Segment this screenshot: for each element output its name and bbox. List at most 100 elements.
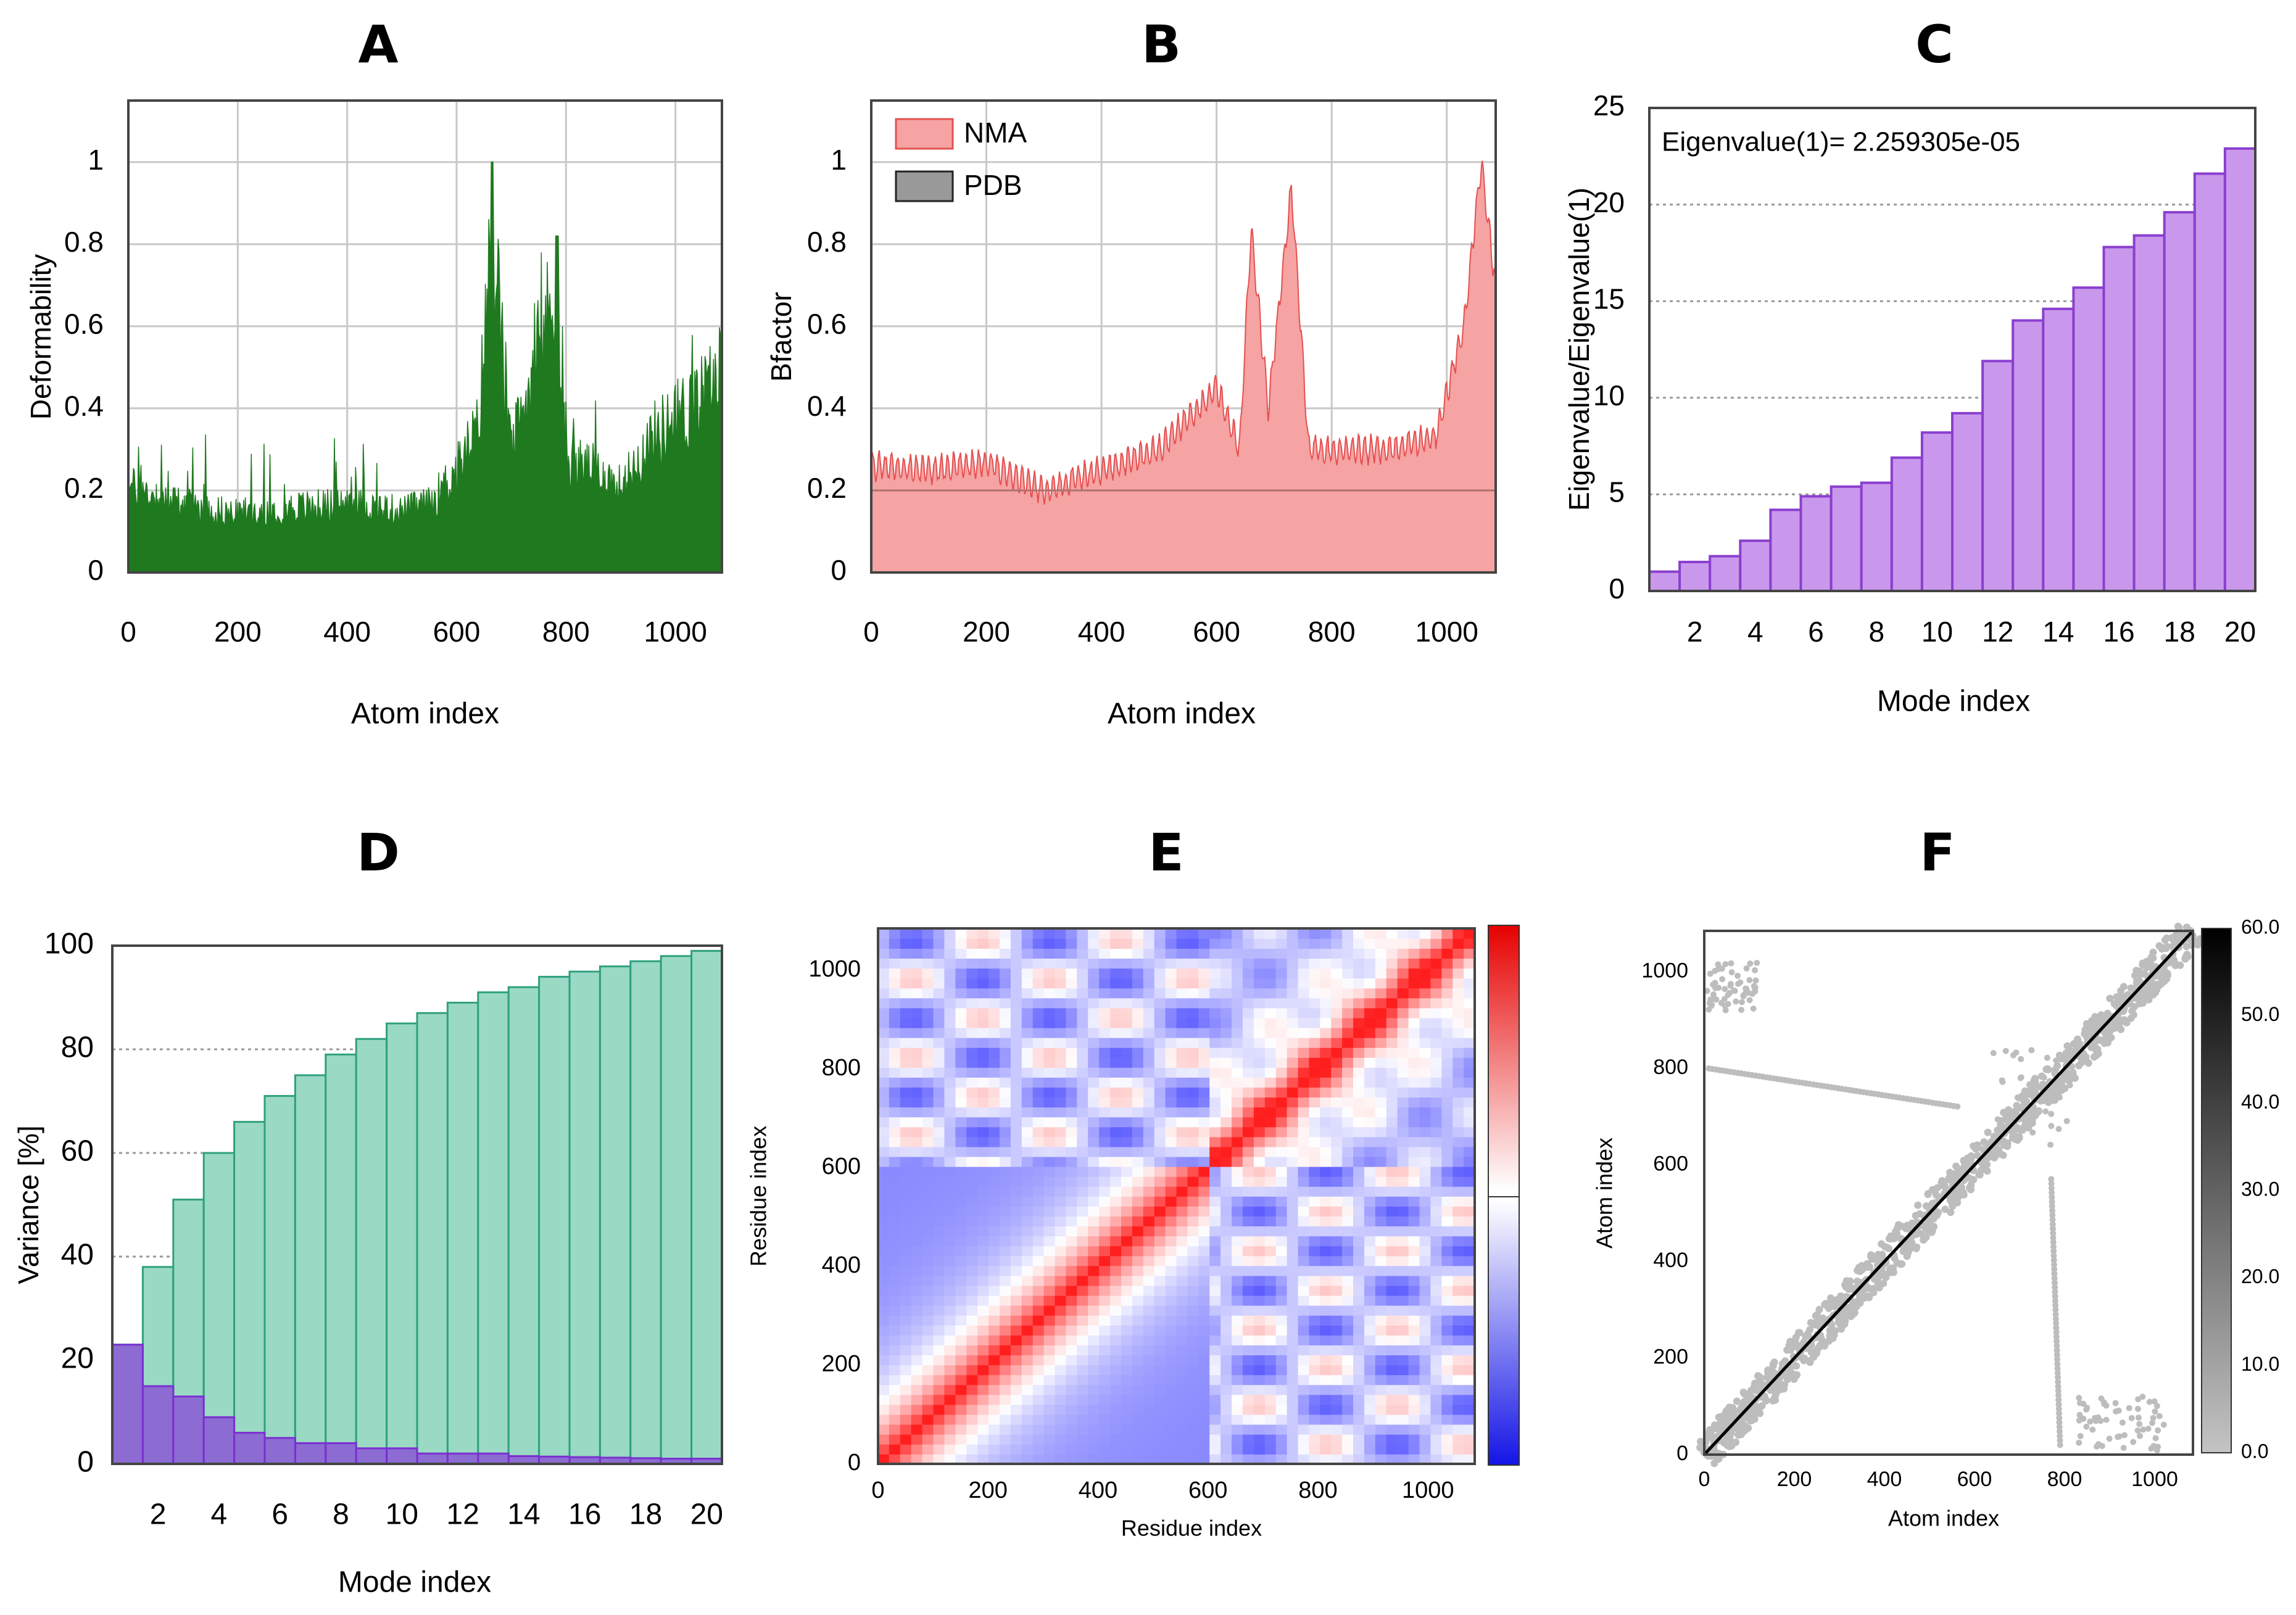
heatmap-cell xyxy=(966,1176,978,1187)
heatmap-cell xyxy=(1253,1156,1266,1167)
heatmap-cell xyxy=(1386,1097,1398,1108)
bar-individual xyxy=(386,1447,418,1465)
heatmap-cell xyxy=(1209,1007,1221,1018)
heatmap-cell xyxy=(1110,938,1122,949)
heatmap-cell xyxy=(1453,1285,1464,1296)
heatmap-cell xyxy=(1242,998,1254,1009)
contact-point xyxy=(2117,1025,2125,1033)
heatmap-cell xyxy=(911,1245,923,1257)
heatmap-cell xyxy=(966,958,978,969)
heatmap-cell xyxy=(1077,1295,1088,1306)
heatmap-cell xyxy=(1110,1226,1122,1237)
heatmap-cell xyxy=(1121,1027,1133,1038)
heatmap-cell xyxy=(1441,1414,1453,1425)
heatmap-cell xyxy=(1253,988,1266,999)
heatmap-cell xyxy=(1419,1077,1432,1088)
heatmap-cell xyxy=(1043,1325,1056,1336)
contact-point xyxy=(2153,1403,2160,1410)
heatmap-cell xyxy=(944,1067,956,1078)
heatmap-cell xyxy=(933,1345,945,1355)
heatmap-cell xyxy=(1088,958,1100,969)
heatmap-cell xyxy=(900,988,912,999)
heatmap-cell xyxy=(988,1117,1000,1128)
heatmap-cell xyxy=(1375,1196,1387,1207)
heatmap-cell xyxy=(955,1265,968,1276)
heatmap-cell xyxy=(1066,1216,1078,1226)
heatmap-cell xyxy=(1419,1226,1432,1237)
heatmap-cell xyxy=(1021,938,1034,949)
heatmap-cell xyxy=(1253,1216,1266,1226)
heatmap-cell xyxy=(911,1226,923,1237)
heatmap-cell xyxy=(1453,1255,1464,1266)
heatmap-cell xyxy=(1453,1047,1464,1058)
contact-point xyxy=(2004,1139,2012,1147)
heatmap-cell xyxy=(1055,978,1067,989)
heatmap-cell xyxy=(1309,1315,1321,1326)
heatmap-cell xyxy=(1242,1295,1254,1306)
heatmap-cell xyxy=(1253,1255,1266,1266)
heatmap-cell xyxy=(1397,948,1409,959)
heatmap-cell xyxy=(911,1325,923,1336)
heatmap-cell xyxy=(933,1117,945,1128)
contact-point xyxy=(2127,1014,2135,1022)
heatmap-cell xyxy=(1320,1126,1332,1138)
heatmap-cell xyxy=(1121,998,1133,1009)
heatmap-cell xyxy=(1143,1097,1155,1108)
heatmap-cell xyxy=(1441,1097,1453,1108)
heatmap-cell xyxy=(1110,1067,1122,1078)
heatmap-cell xyxy=(900,1285,912,1296)
heatmap-cell xyxy=(1430,1037,1443,1048)
contact-point xyxy=(2155,1427,2161,1434)
heatmap-cell xyxy=(1375,1384,1387,1395)
heatmap-cell xyxy=(1209,1394,1221,1405)
heatmap-cell xyxy=(1264,1245,1277,1257)
heatmap-cell xyxy=(1143,1166,1155,1177)
heatmap-cell xyxy=(911,1453,923,1464)
heatmap-cell xyxy=(1099,998,1111,1009)
heatmap-cell xyxy=(1264,1196,1277,1207)
heatmap-cell xyxy=(1043,1017,1056,1028)
heatmap-cell xyxy=(1386,1107,1398,1118)
heatmap-cell xyxy=(1165,1007,1177,1018)
contact-point xyxy=(2158,945,2166,953)
heatmap-cell xyxy=(933,1394,945,1405)
heatmap-cell xyxy=(889,1335,901,1345)
heatmap-cell xyxy=(1287,1325,1299,1336)
heatmap-cell xyxy=(1275,1047,1288,1058)
x-tick-label: 8 xyxy=(1868,616,1884,648)
heatmap-cell xyxy=(1375,1186,1387,1197)
heatmap-cell xyxy=(1242,1236,1254,1247)
heatmap-cell xyxy=(933,1325,945,1336)
heatmap-cell xyxy=(1430,1057,1443,1068)
heatmap-cell xyxy=(1066,1325,1078,1336)
heatmap-cell xyxy=(1099,1126,1111,1138)
contact-point xyxy=(2049,1189,2055,1196)
heatmap-cell xyxy=(1176,1196,1188,1207)
heatmap-cell xyxy=(1453,1226,1464,1237)
heatmap-cell xyxy=(933,1136,945,1147)
heatmap-cell xyxy=(1364,1255,1376,1266)
heatmap-cell xyxy=(955,1226,968,1237)
heatmap-cell xyxy=(1187,1325,1200,1336)
heatmap-cell xyxy=(1331,1255,1343,1266)
heatmap-cell xyxy=(944,1245,956,1257)
heatmap-cell xyxy=(1000,1325,1011,1336)
heatmap-cell xyxy=(1364,1146,1376,1157)
heatmap-cell xyxy=(933,1245,945,1257)
heatmap-cell xyxy=(1143,928,1155,939)
heatmap-cell xyxy=(1143,1206,1155,1216)
heatmap-cell xyxy=(1187,1315,1200,1326)
heatmap-cell xyxy=(900,998,912,1009)
heatmap-cell xyxy=(1232,998,1243,1009)
heatmap-cell xyxy=(1453,1295,1464,1306)
heatmap-cell xyxy=(1187,1027,1200,1038)
heatmap-cell xyxy=(1419,998,1432,1009)
heatmap-cell xyxy=(1386,1196,1398,1207)
heatmap-cell xyxy=(1010,1414,1022,1425)
heatmap-cell xyxy=(1176,1047,1188,1058)
heatmap-cell xyxy=(1419,1156,1432,1167)
y-axis-label: Residue index xyxy=(746,1126,771,1266)
heatmap-cell xyxy=(1242,1097,1254,1108)
heatmap-cell xyxy=(1010,1206,1022,1216)
